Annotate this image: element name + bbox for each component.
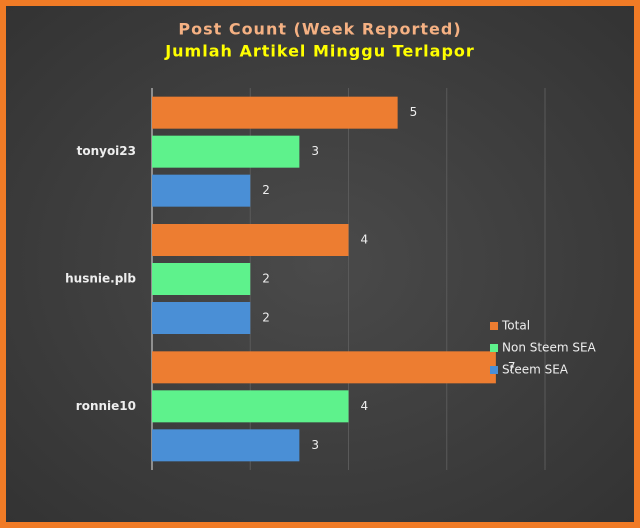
bar xyxy=(152,263,251,295)
bar xyxy=(152,96,398,129)
value-label: 4 xyxy=(361,233,369,247)
legend-swatch xyxy=(490,322,498,330)
bar xyxy=(152,429,300,462)
bar xyxy=(152,224,349,256)
y-tick-label: ronnie10 xyxy=(76,399,136,413)
chart: Post Count (Week Reported) Jumlah Artike… xyxy=(65,20,597,470)
value-label: 2 xyxy=(262,311,270,325)
value-label: 2 xyxy=(262,272,270,286)
bar xyxy=(152,351,496,384)
chart-subtitle: Jumlah Artikel Minggu Terlapor xyxy=(164,42,475,61)
bar xyxy=(152,135,300,168)
value-label: 5 xyxy=(410,105,418,119)
value-label: 3 xyxy=(311,144,319,158)
value-label: 7 xyxy=(508,360,516,374)
y-tick-label: tonyoi23 xyxy=(77,144,136,158)
legend-swatch xyxy=(490,366,498,374)
value-label: 4 xyxy=(361,399,369,413)
legend-swatch xyxy=(490,344,498,352)
chart-title: Post Count (Week Reported) xyxy=(178,20,461,39)
bar xyxy=(152,174,251,207)
legend-label: Steem SEA xyxy=(502,363,569,377)
value-label: 2 xyxy=(262,183,270,197)
bar xyxy=(152,390,349,423)
legend-label: Total xyxy=(501,319,530,333)
legend-label: Non Steem SEA xyxy=(502,341,597,355)
bar xyxy=(152,302,251,334)
y-tick-label: husnie.plb xyxy=(65,272,136,286)
value-label: 3 xyxy=(311,438,319,452)
